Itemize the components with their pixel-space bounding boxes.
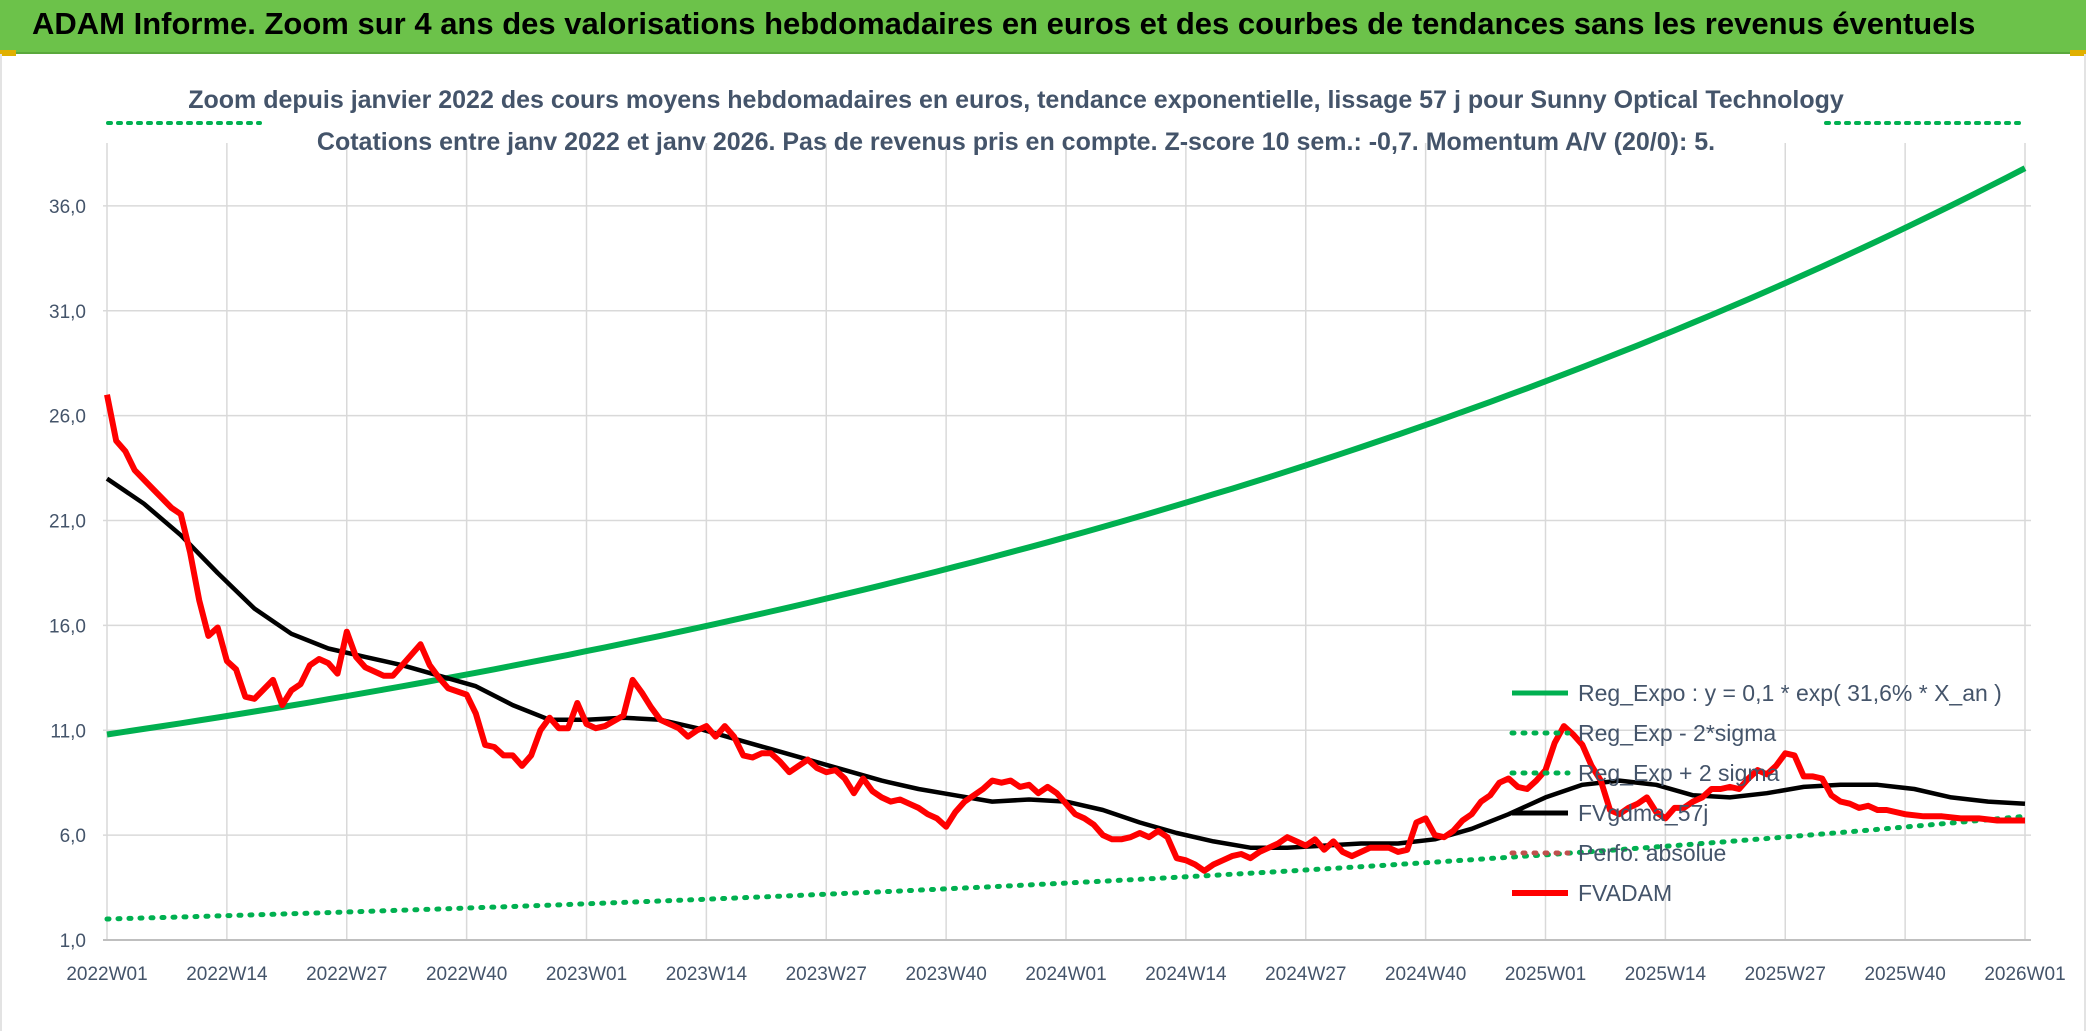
x-tick-label: 2022W40 xyxy=(426,964,507,985)
legend: Reg_Expo : y = 0,1 * exp( 31,6% * X_an )… xyxy=(1509,680,2002,906)
y-tick-label: 36,0 xyxy=(49,197,86,218)
series-group xyxy=(104,165,2028,922)
y-tick-label: 6,0 xyxy=(60,826,86,847)
series-reg-exp-lower xyxy=(104,813,2028,922)
y-tick-label: 21,0 xyxy=(49,512,86,533)
x-tick-label: 2025W14 xyxy=(1625,964,1707,985)
corner-mark-right xyxy=(2070,50,2086,56)
x-tick-label: 2023W40 xyxy=(905,964,986,985)
y-tick-label: 31,0 xyxy=(49,302,86,323)
legend-label-perf: Perfo. absolue xyxy=(1578,840,1726,866)
legend-label-reg: Reg_Expo : y = 0,1 * exp( 31,6% * X_an ) xyxy=(1578,680,2002,706)
x-tick-label: 2026W01 xyxy=(1984,964,2065,985)
corner-mark-left xyxy=(0,50,16,56)
y-axis: 1,0 6,0 11,0 16,0 21,0 26,0 31,0 36,0 xyxy=(49,197,86,952)
report-title: ADAM Informe. Zoom sur 4 ans des valoris… xyxy=(32,6,1976,41)
legend-label-lower: Reg_Exp - 2*sigma xyxy=(1578,720,1776,746)
header-bar: ADAM Informe. Zoom sur 4 ans des valoris… xyxy=(0,0,2086,54)
legend-label-price: FVADAM xyxy=(1578,880,1672,906)
y-tick-label: 1,0 xyxy=(60,931,86,952)
grid-lines xyxy=(103,143,2031,941)
x-tick-label: 2023W27 xyxy=(786,964,867,985)
legend-label-upper: Reg_Exp + 2 sigma xyxy=(1578,760,1780,786)
legend-label-smooth: FVgdma_57j xyxy=(1578,800,1708,826)
y-tick-label: 11,0 xyxy=(50,721,86,742)
x-tick-label: 2025W27 xyxy=(1745,964,1826,985)
x-tick-label: 2023W01 xyxy=(546,964,627,985)
x-tick-label: 2024W01 xyxy=(1025,964,1106,985)
x-tick-label: 2025W01 xyxy=(1505,964,1586,985)
x-axis: 2022W01 2022W14 2022W27 2022W40 2023W01 2023W… xyxy=(66,939,2066,985)
x-tick-label: 2022W27 xyxy=(306,964,387,985)
y-tick-label: 16,0 xyxy=(49,616,86,637)
x-tick-label: 2022W01 xyxy=(66,964,147,985)
x-tick-label: 2023W14 xyxy=(666,964,748,985)
x-tick-label: 2024W27 xyxy=(1265,964,1346,985)
x-tick-label: 2025W40 xyxy=(1864,964,1945,985)
series-fvadam xyxy=(104,394,2025,874)
y-tick-label: 26,0 xyxy=(49,407,86,428)
chart-frame xyxy=(0,54,2086,1031)
x-tick-label: 2024W14 xyxy=(1145,964,1227,985)
x-tick-label: 2022W14 xyxy=(186,964,268,985)
series-reg-expo xyxy=(106,165,2027,738)
chart-title-line1: Zoom depuis janvier 2022 des cours moyen… xyxy=(188,86,1844,114)
x-tick-label: 2024W40 xyxy=(1385,964,1466,985)
chart-title-line2: Cotations entre janv 2022 et janv 2026. … xyxy=(317,128,1715,156)
